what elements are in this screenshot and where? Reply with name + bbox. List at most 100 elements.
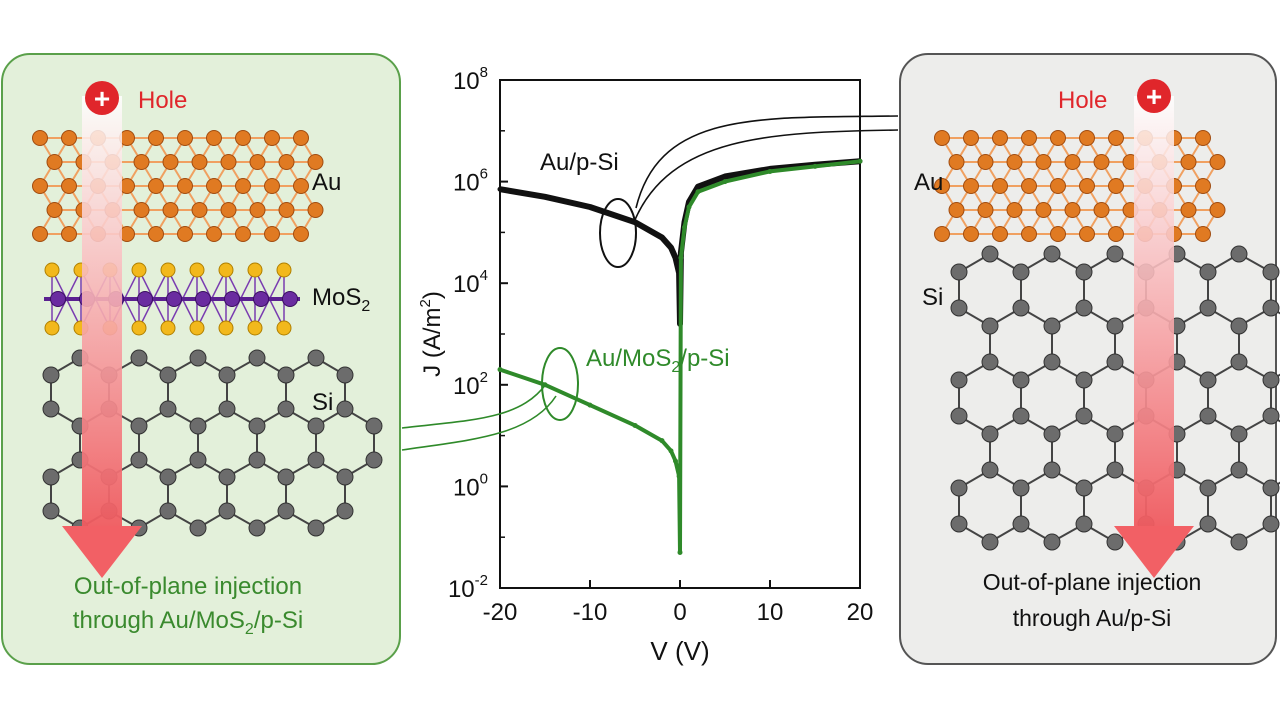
si-atom — [365, 417, 383, 435]
data-point — [812, 163, 818, 169]
data-point — [659, 234, 665, 240]
right-au-label: Au — [914, 169, 943, 196]
y-tick-label: 102 — [453, 369, 488, 400]
s-atom — [218, 320, 234, 336]
au-atom — [191, 154, 208, 170]
si-atom — [248, 451, 266, 469]
data-point — [542, 194, 548, 200]
si-atom — [1012, 515, 1030, 533]
right-caption-line2: through Au/p-Si — [1013, 605, 1172, 631]
au-atom — [133, 154, 150, 170]
au-atom — [1035, 202, 1052, 218]
si-atom — [1199, 371, 1217, 389]
si-atom — [1012, 263, 1030, 281]
au-atom — [992, 178, 1008, 194]
au-atom — [191, 202, 208, 218]
si-atom — [1230, 533, 1248, 551]
data-point — [668, 448, 674, 454]
au-atom — [61, 178, 77, 194]
si-atom — [42, 366, 60, 384]
y-axis-label-sup: 2 — [417, 299, 434, 307]
si-atom — [1106, 245, 1124, 263]
mo-atom — [166, 291, 182, 307]
au-atom — [148, 130, 164, 146]
si-atom — [1199, 263, 1217, 281]
si-atom — [981, 533, 999, 551]
right-panel: + Hole Au Si Out-of-plane injection thro… — [899, 53, 1280, 665]
si-atom — [248, 417, 266, 435]
au-atom — [963, 226, 979, 242]
si-atom — [130, 451, 148, 469]
au-atom — [948, 202, 965, 218]
si-atom — [981, 317, 999, 335]
s-atom — [44, 262, 60, 278]
au-atom — [293, 226, 309, 242]
au-atom — [177, 178, 193, 194]
si-atom — [1262, 479, 1280, 497]
au-atom — [1050, 226, 1066, 242]
y-tick-label: 108 — [453, 64, 488, 95]
si-atom — [1043, 533, 1061, 551]
y-tick-label: 10-2 — [448, 572, 488, 603]
right-au-lattice — [934, 130, 1226, 242]
left-si-label: Si — [312, 389, 333, 416]
si-atom — [159, 468, 177, 486]
series-marker-au-mos2-psi — [541, 347, 579, 421]
au-atom — [148, 226, 164, 242]
si-atom — [1043, 461, 1061, 479]
au-atom — [1195, 178, 1211, 194]
si-atom — [307, 451, 325, 469]
au-atom — [1209, 202, 1226, 218]
si-atom — [307, 417, 325, 435]
au-atom — [1064, 154, 1081, 170]
y-tick-label-base: 10 — [448, 576, 475, 603]
au-atom — [1108, 226, 1124, 242]
si-atom — [1043, 353, 1061, 371]
x-axis-label: V (V) — [650, 636, 709, 666]
au-atom — [992, 226, 1008, 242]
left-caption-line2: through Au/MoS2/p-Si — [73, 607, 303, 638]
connector-green-2 — [401, 395, 557, 451]
si-atom — [277, 468, 295, 486]
au-atom — [235, 178, 251, 194]
au-atom — [264, 130, 280, 146]
series-label-au-psi: Au/p-Si — [540, 149, 619, 176]
si-atom — [1075, 479, 1093, 497]
au-atom — [1006, 202, 1023, 218]
si-atom — [950, 479, 968, 497]
au-atom — [977, 154, 994, 170]
au-atom — [1079, 226, 1095, 242]
series-curves — [497, 158, 863, 555]
y-axis-label: J (A/m2) — [417, 291, 446, 377]
x-tick-label: 10 — [757, 599, 784, 626]
au-atom — [948, 154, 965, 170]
data-point — [497, 186, 503, 192]
left-caption-line2-sub: 2 — [245, 621, 254, 638]
si-atom — [218, 468, 236, 486]
si-atom — [42, 502, 60, 520]
au-atom — [293, 178, 309, 194]
si-atom — [1075, 263, 1093, 281]
si-atom — [1262, 263, 1280, 281]
au-atom — [1180, 202, 1197, 218]
au-atom — [177, 130, 193, 146]
si-atom — [189, 451, 207, 469]
mo-atom — [253, 291, 269, 307]
au-atom — [1035, 154, 1052, 170]
au-atom — [46, 154, 63, 170]
si-atom — [218, 502, 236, 520]
au-atom — [206, 130, 222, 146]
au-atom — [1195, 226, 1211, 242]
si-atom — [1106, 317, 1124, 335]
right-si-label: Si — [922, 284, 943, 311]
au-atom — [934, 130, 950, 146]
right-caption-line1: Out-of-plane injection — [983, 569, 1202, 595]
au-atom — [1064, 202, 1081, 218]
y-tick-label-exp: 2 — [480, 369, 488, 386]
s-atom — [218, 262, 234, 278]
si-atom — [159, 400, 177, 418]
au-atom — [206, 178, 222, 194]
au-atom — [46, 202, 63, 218]
